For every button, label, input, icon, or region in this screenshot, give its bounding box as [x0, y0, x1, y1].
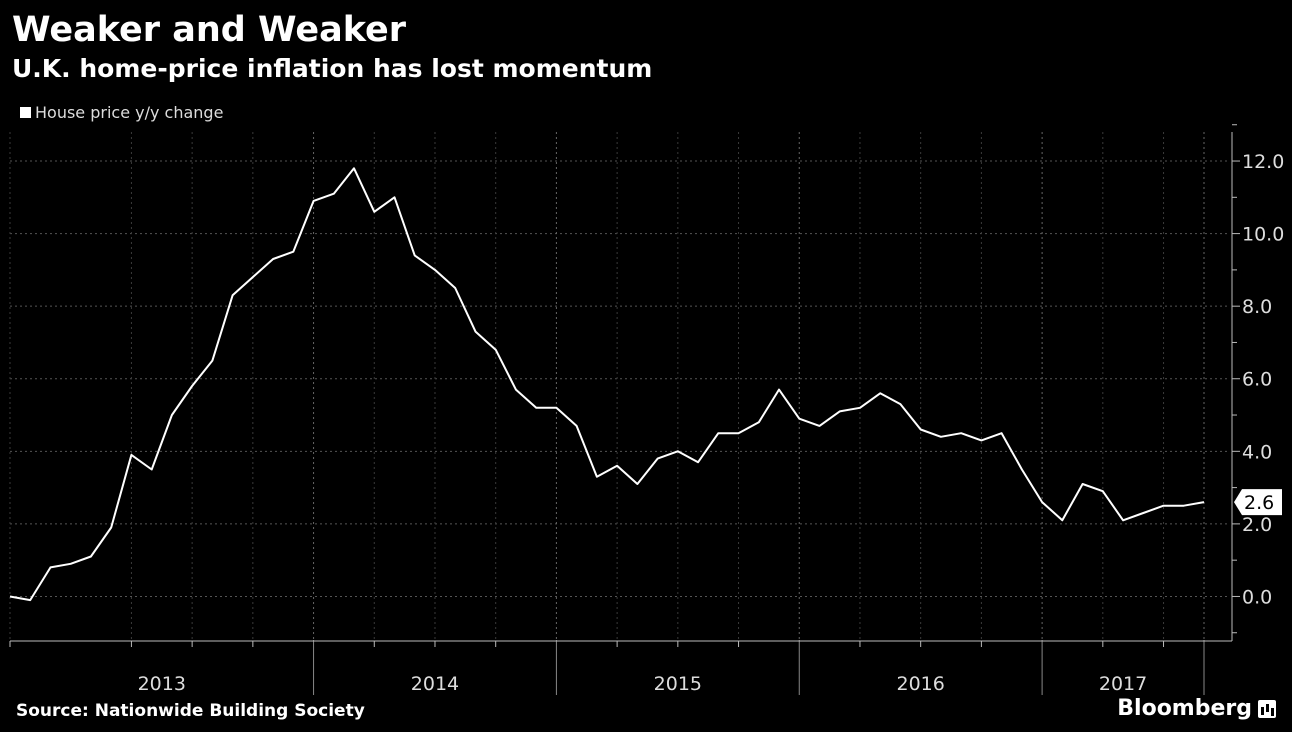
legend-swatch — [20, 107, 31, 118]
last-value-callout — [1234, 489, 1282, 516]
y-tick-label: 8.0 — [1242, 296, 1272, 318]
y-tick-label: 12.0 — [1242, 151, 1284, 173]
chart-title: Weaker and Weaker — [12, 10, 407, 50]
source-note: Source: Nationwide Building Society — [16, 701, 365, 721]
brand-name: Bloomberg — [1117, 696, 1252, 721]
x-tick-label: 2016 — [896, 673, 944, 695]
x-tick-label: 2015 — [654, 673, 702, 695]
brand-logo: Bloomberg — [1117, 696, 1276, 721]
chart-subtitle: U.K. home-price inflation has lost momen… — [12, 54, 653, 83]
x-tick-label: 2014 — [411, 673, 459, 695]
y-tick-label: 10.0 — [1242, 224, 1284, 246]
y-tick-label: 6.0 — [1242, 369, 1272, 391]
legend: House price y/y change — [20, 103, 223, 122]
x-tick-label: 2017 — [1099, 673, 1147, 695]
bloomberg-chart-icon — [1258, 699, 1276, 718]
y-tick-label: 2.0 — [1242, 514, 1272, 536]
y-tick-label: 4.0 — [1242, 441, 1272, 463]
series-line-house-price — [9, 167, 1205, 602]
y-tick-label: 0.0 — [1242, 586, 1272, 608]
legend-label: House price y/y change — [35, 103, 224, 122]
x-tick-label: 2013 — [138, 673, 186, 695]
last-value-label: 2.6 — [1244, 492, 1274, 514]
